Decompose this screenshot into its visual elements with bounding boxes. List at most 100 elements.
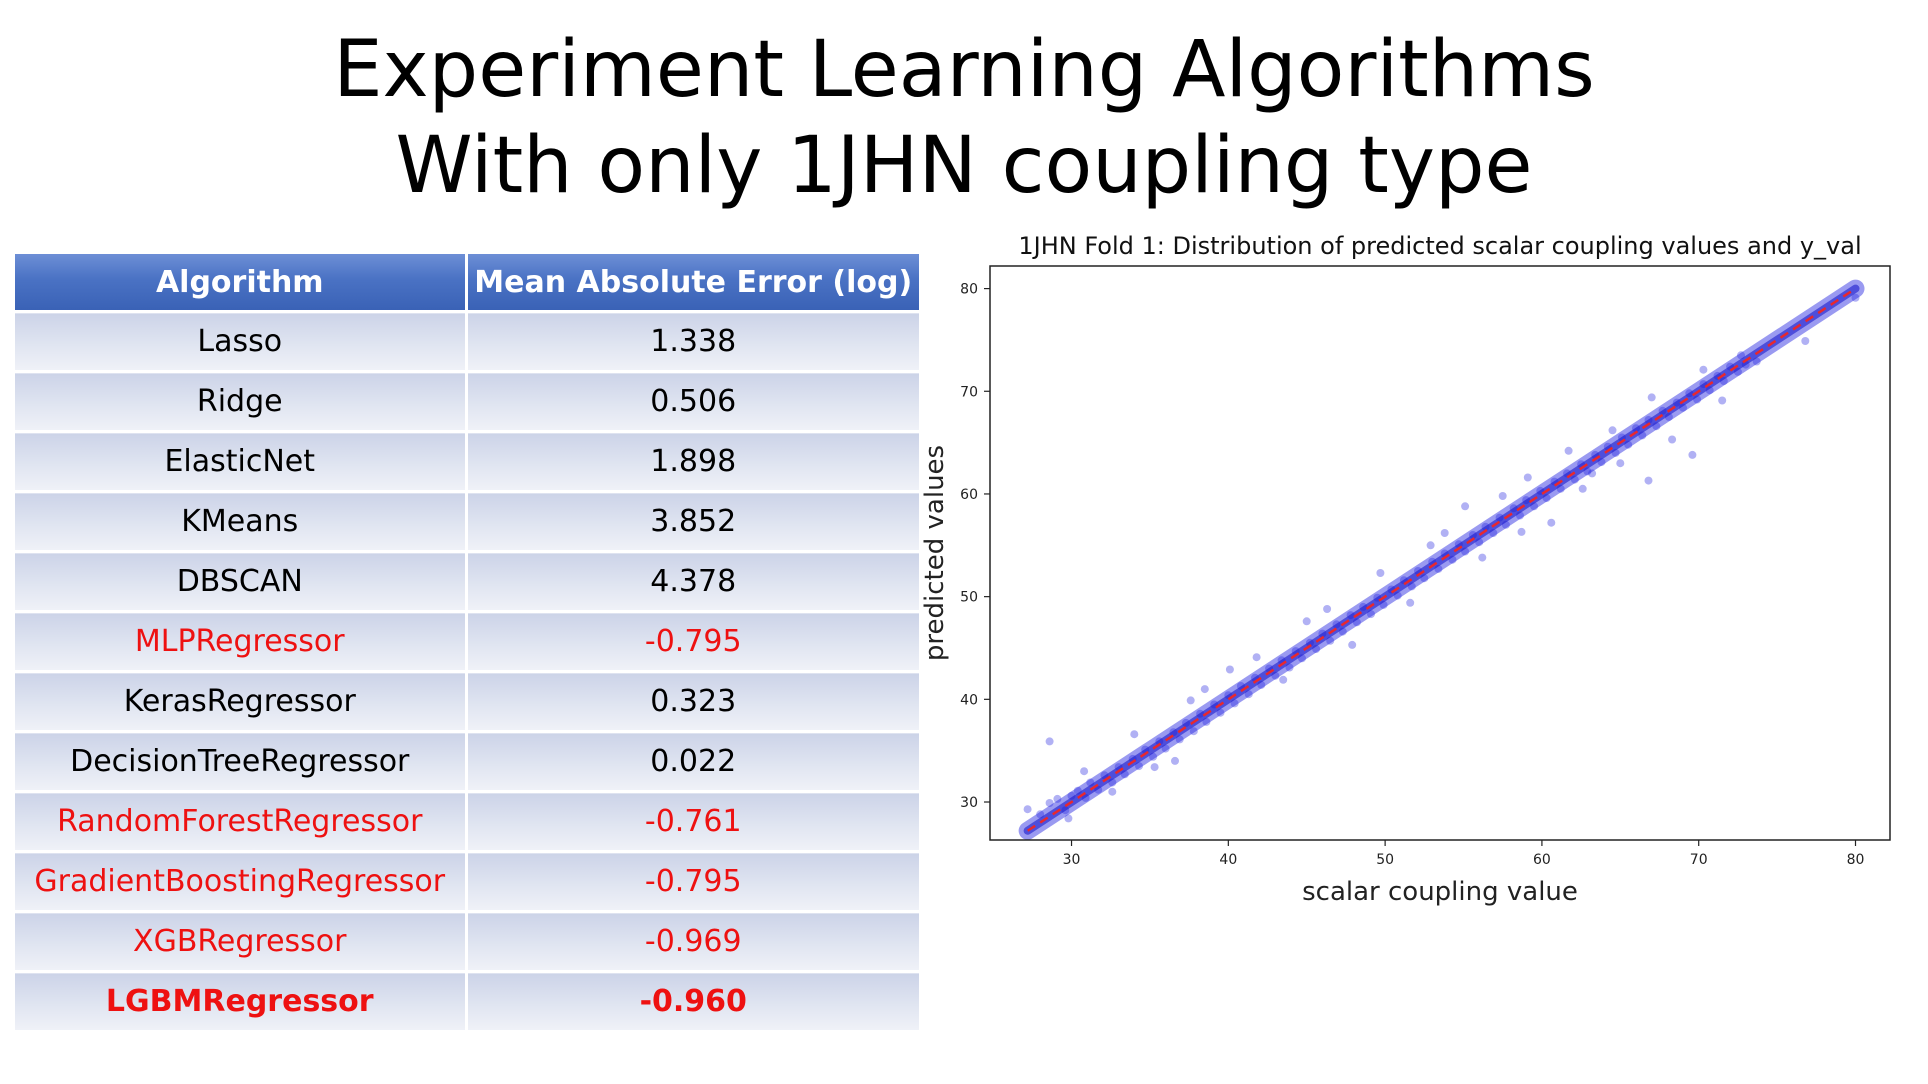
scatter-point: [1161, 744, 1170, 753]
x-tick-label: 50: [1376, 852, 1394, 868]
algorithm-cell: KMeans: [15, 491, 468, 553]
scatter-point: [1252, 653, 1261, 662]
mae-cell: 0.022: [466, 731, 919, 793]
scatter-point: [1588, 469, 1597, 478]
scatter-point: [1801, 337, 1810, 345]
scatter-point: [1216, 708, 1225, 717]
algorithm-cell: LGBMRegressor: [15, 971, 468, 1033]
table-row: LGBMRegressor -0.960: [15, 971, 919, 1033]
y-tick-label: 70: [960, 384, 978, 400]
algorithm-cell: Ridge: [15, 371, 468, 433]
x-tick-label: 60: [1533, 852, 1551, 868]
scatter-point: [1688, 450, 1697, 459]
scatter-point: [1130, 730, 1139, 739]
scatter-point: [1045, 737, 1054, 746]
y-tick-label: 30: [960, 795, 978, 811]
x-tick-label: 80: [1847, 852, 1865, 868]
scatter-point: [1279, 675, 1288, 684]
scatter-point: [1406, 598, 1415, 607]
scatter-point: [1285, 663, 1294, 672]
algorithm-cell: ElasticNet: [15, 431, 468, 493]
scatter-point: [1608, 426, 1617, 435]
scatter-point: [1851, 293, 1860, 302]
table-row: DecisionTreeRegressor 0.022: [15, 731, 919, 793]
scatter-point: [1426, 541, 1435, 550]
algorithm-column-header: Algorithm: [15, 254, 468, 313]
mae-cell: -0.761: [466, 791, 919, 853]
algorithm-cell: GradientBoostingRegressor: [15, 851, 468, 913]
scatter-point: [1737, 351, 1745, 360]
scatter-point: [1440, 529, 1449, 537]
scatter-point: [1023, 805, 1032, 814]
slide-title: Experiment Learning Algorithms With only…: [0, 22, 1928, 214]
x-tick-label: 30: [1063, 852, 1081, 868]
table-row: Lasso 1.338: [15, 311, 919, 373]
plot-frame: [989, 265, 1891, 841]
scatter-point: [1647, 393, 1656, 402]
table-row: KerasRegressor 0.323: [15, 671, 919, 733]
table-row: XGBRegressor -0.969: [15, 911, 919, 973]
scatter-point: [1376, 569, 1385, 577]
scatter-point: [1302, 617, 1311, 626]
scatter-point: [1616, 459, 1625, 468]
mae-cell: 1.338: [466, 311, 919, 373]
table-row: RandomForestRegressor -0.761: [15, 791, 919, 853]
mae-cell: -0.795: [466, 851, 919, 913]
algorithm-cell: DBSCAN: [15, 551, 468, 613]
scatter-point: [1578, 484, 1587, 493]
algorithm-cell: KerasRegressor: [15, 671, 468, 733]
scatter-chart: 1JHN Fold 1: Distribution of predicted s…: [920, 232, 1891, 907]
results-table: Algorithm Mean Absolute Error (log) Lass…: [15, 254, 919, 1033]
scatter-point: [1564, 446, 1573, 455]
mae-cell: -0.969: [466, 911, 919, 973]
table-body: Lasso 1.338 Ridge 0.506 ElasticNet 1.898 KMean…: [15, 311, 919, 1033]
scatter-point: [1547, 518, 1556, 527]
table-row: DBSCAN 4.378: [15, 551, 919, 613]
scatter-point: [1053, 794, 1062, 803]
scatter-density-core: [1023, 284, 1860, 835]
table-row: Ridge 0.506: [15, 371, 919, 433]
y-tick-label: 50: [960, 590, 978, 606]
x-axis-label: scalar coupling value: [1302, 877, 1578, 907]
scatter-point: [1498, 492, 1507, 500]
scatter-point: [1036, 810, 1045, 819]
algorithm-cell: Lasso: [15, 311, 468, 373]
algorithm-cell: DecisionTreeRegressor: [15, 731, 468, 793]
mae-cell: 0.506: [466, 371, 919, 433]
table-row: MLPRegressor -0.795: [15, 611, 919, 673]
scatter-point: [1367, 610, 1375, 619]
scatter-point: [1718, 396, 1727, 405]
scatter-point: [1202, 717, 1211, 726]
scatter-point: [1461, 502, 1470, 511]
scatter-point: [1323, 605, 1332, 613]
scatter-point: [1064, 814, 1073, 823]
mae-cell: 1.898: [466, 431, 919, 493]
scatter-point: [1171, 756, 1179, 765]
algorithm-cell: RandomForestRegressor: [15, 791, 468, 853]
table-row: ElasticNet 1.898: [15, 431, 919, 493]
y-tick-label: 40: [960, 692, 978, 708]
scatter-point: [1080, 767, 1089, 776]
x-tick-label: 40: [1219, 852, 1237, 868]
slide-title-line-2: With only 1JHN coupling type: [395, 121, 1533, 211]
mae-cell: 4.378: [466, 551, 919, 613]
scatter-point: [1752, 357, 1761, 366]
scatter-point: [1523, 473, 1532, 482]
scatter-point: [1200, 685, 1209, 694]
x-tick-label: 70: [1690, 852, 1708, 868]
y-tick-label: 60: [960, 487, 978, 503]
mae-cell: -0.795: [466, 611, 919, 673]
scatter-point: [1150, 763, 1159, 772]
mae-column-header: Mean Absolute Error (log): [466, 254, 919, 313]
table-row: KMeans 3.852: [15, 491, 919, 553]
mae-cell: 0.323: [466, 671, 919, 733]
table-header-row: Algorithm Mean Absolute Error (log): [15, 254, 919, 313]
scatter-point: [1108, 787, 1117, 796]
scatter-point: [1668, 435, 1677, 444]
scatter-point: [1244, 690, 1253, 699]
scatter-point: [1230, 699, 1239, 708]
scatter-point: [1326, 636, 1335, 645]
scatter-point: [1644, 476, 1653, 485]
scatter-point: [1517, 527, 1526, 536]
y-tick-label: 80: [960, 282, 978, 298]
